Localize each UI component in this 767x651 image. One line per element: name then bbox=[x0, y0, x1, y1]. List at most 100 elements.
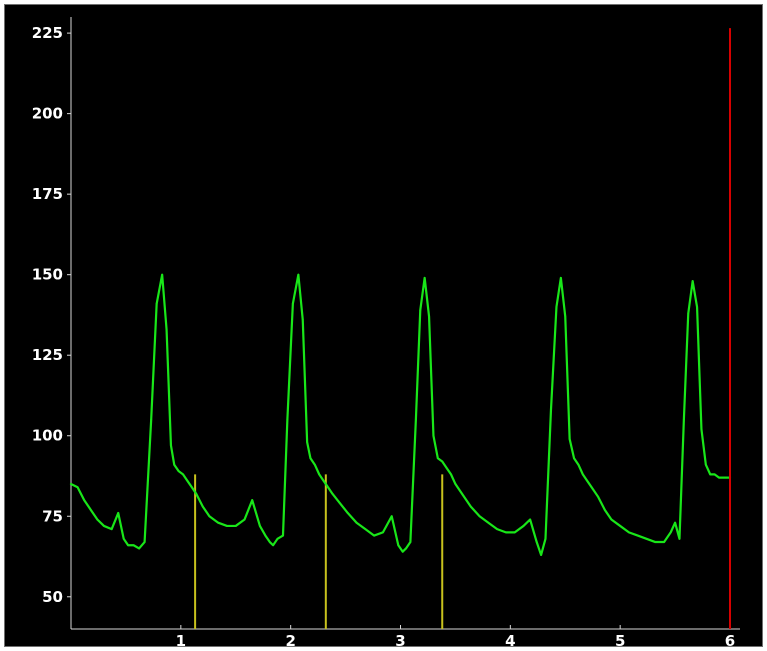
waveform-trace bbox=[69, 273, 732, 557]
waveform-point bbox=[581, 473, 584, 476]
waveform-point bbox=[103, 525, 105, 527]
x-tick-label: 3 bbox=[395, 632, 405, 647]
waveform-point bbox=[117, 512, 120, 514]
waveform-point bbox=[165, 328, 168, 331]
waveform-point bbox=[405, 547, 407, 550]
waveform-point bbox=[339, 502, 341, 505]
waveform-point bbox=[382, 531, 384, 534]
waveform-point bbox=[234, 525, 237, 527]
waveform-point bbox=[208, 515, 211, 518]
waveform-point bbox=[190, 486, 193, 489]
waveform-point bbox=[150, 418, 153, 421]
waveform-point bbox=[590, 486, 593, 489]
waveform-point bbox=[177, 470, 180, 473]
waveform-point bbox=[610, 518, 613, 521]
waveform-point bbox=[331, 492, 334, 495]
waveform-point bbox=[428, 315, 430, 318]
waveform-point bbox=[70, 483, 72, 485]
waveform-point bbox=[132, 544, 135, 547]
waveform-point bbox=[322, 479, 325, 482]
waveform-point bbox=[645, 537, 648, 540]
waveform-point bbox=[564, 315, 567, 318]
x-axis-tick-labels: 1 2 3 4 5 6 bbox=[176, 632, 736, 647]
waveform-point bbox=[182, 473, 184, 476]
waveform-point bbox=[306, 441, 309, 444]
waveform-point bbox=[127, 544, 130, 547]
y-tick-label: 175 bbox=[32, 185, 63, 203]
waveform-point bbox=[445, 467, 448, 469]
waveform-point bbox=[450, 473, 452, 476]
waveform-point bbox=[110, 528, 113, 531]
waveform-point bbox=[540, 554, 542, 556]
y-tick-label: 125 bbox=[32, 346, 63, 364]
waveform-point bbox=[76, 486, 79, 489]
waveform-point bbox=[89, 508, 92, 511]
waveform-point bbox=[704, 463, 707, 466]
waveform-line bbox=[69, 273, 732, 557]
waveform-point bbox=[186, 479, 189, 482]
waveform-point bbox=[327, 486, 329, 489]
waveform-point bbox=[173, 463, 176, 466]
x-tick-label: 6 bbox=[725, 632, 735, 647]
waveform-point bbox=[346, 512, 349, 514]
waveform-point bbox=[454, 483, 457, 485]
waveform-point bbox=[461, 492, 463, 495]
y-axis-tick-labels: 50 75 100 125 150 175 200 225 bbox=[32, 24, 63, 606]
waveform-point bbox=[441, 460, 444, 463]
waveform-point bbox=[276, 537, 279, 540]
waveform-point bbox=[217, 521, 220, 524]
waveform-point bbox=[505, 531, 507, 534]
waveform-point bbox=[678, 537, 681, 540]
waveform-point bbox=[243, 518, 246, 521]
y-tick-label: 225 bbox=[32, 24, 63, 42]
waveform-point bbox=[272, 544, 274, 547]
waveform-point bbox=[170, 444, 172, 447]
pressure-waveform-chart: 1 2 3 4 5 6 50 75 100 125 150 175 200 225 bbox=[32, 17, 740, 647]
chart-frame: 1 2 3 4 5 6 50 75 100 125 150 175 200 225 bbox=[4, 4, 763, 647]
waveform-point bbox=[297, 273, 300, 276]
waveform-point bbox=[535, 541, 538, 543]
waveform-point bbox=[550, 409, 552, 411]
waveform-point bbox=[122, 537, 125, 540]
x-tick-label: 1 bbox=[176, 632, 186, 647]
waveform-point bbox=[682, 418, 685, 421]
beat-markers bbox=[194, 474, 444, 629]
waveform-point bbox=[259, 525, 261, 527]
waveform-point bbox=[409, 541, 412, 543]
waveform-point bbox=[373, 534, 376, 537]
y-tick-label: 200 bbox=[32, 105, 63, 123]
y-tick-label: 150 bbox=[32, 266, 63, 284]
waveform-point bbox=[496, 528, 499, 531]
waveform-point bbox=[226, 525, 228, 527]
waveform-point bbox=[522, 525, 525, 527]
waveform-point bbox=[709, 473, 712, 476]
waveform-point bbox=[559, 277, 562, 279]
waveform-point bbox=[201, 505, 204, 508]
waveform-point bbox=[691, 280, 694, 283]
waveform-point bbox=[286, 418, 289, 421]
waveform-point bbox=[423, 277, 426, 279]
axes bbox=[67, 17, 740, 630]
x-tick-label: 5 bbox=[615, 632, 625, 647]
waveform-point bbox=[364, 528, 367, 531]
waveform-point bbox=[432, 434, 435, 437]
waveform-point bbox=[544, 537, 547, 540]
waveform-point bbox=[663, 541, 665, 543]
waveform-point bbox=[143, 541, 146, 543]
waveform-point bbox=[529, 518, 531, 521]
waveform-point bbox=[301, 318, 304, 321]
waveform-point bbox=[669, 531, 672, 534]
x-tick-label: 2 bbox=[285, 632, 295, 647]
waveform-point bbox=[573, 457, 575, 460]
y-tick-label: 75 bbox=[42, 507, 63, 525]
waveform-point bbox=[696, 305, 698, 308]
waveform-point bbox=[469, 505, 472, 508]
waveform-point bbox=[619, 525, 622, 527]
waveform-point bbox=[723, 476, 726, 479]
x-tick-label: 4 bbox=[505, 632, 515, 647]
waveform-point bbox=[397, 544, 400, 547]
waveform-point bbox=[603, 508, 606, 511]
waveform-point bbox=[636, 534, 639, 537]
waveform-point bbox=[309, 457, 312, 460]
waveform-point bbox=[264, 534, 267, 537]
